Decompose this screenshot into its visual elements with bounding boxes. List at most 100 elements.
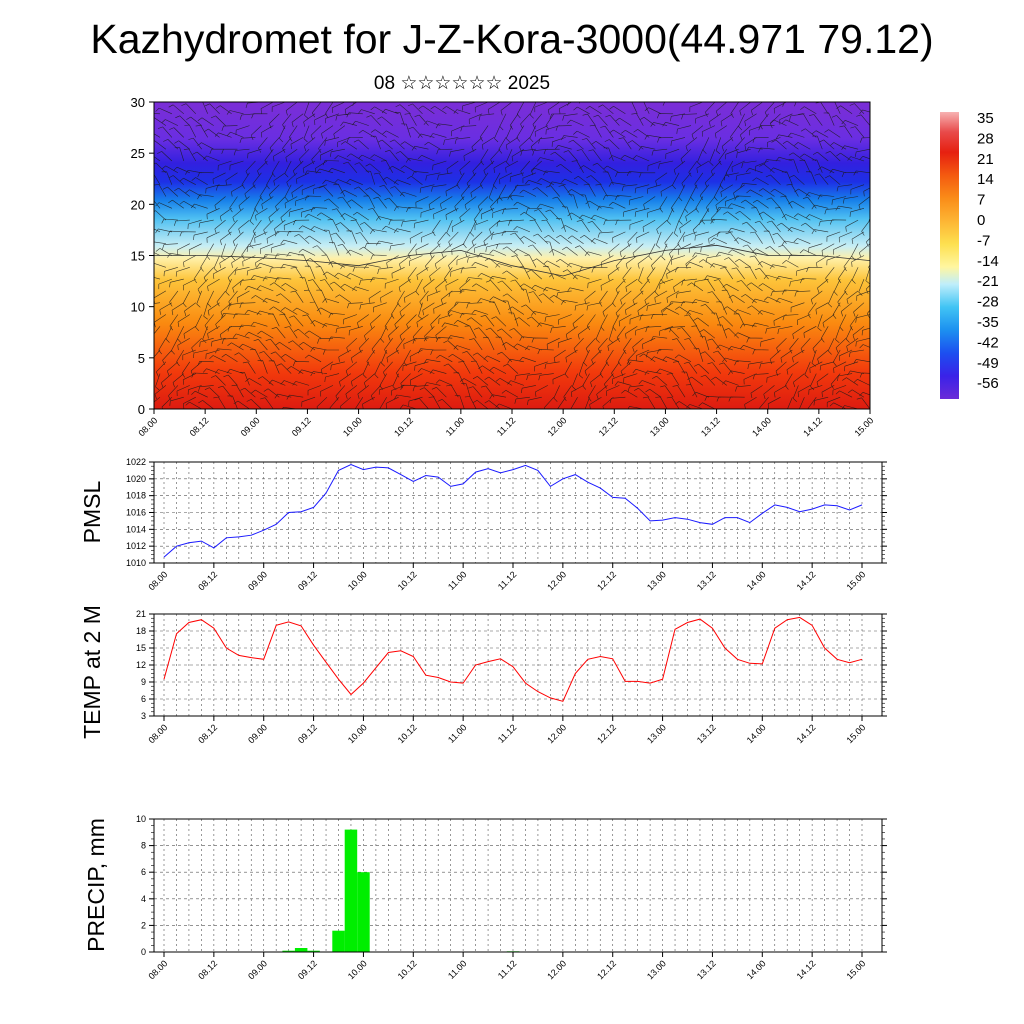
pmsl-axes: 1010 1012 1014 1016 1018 1020 1022 08.00 08.12 09… — [126, 457, 887, 592]
y-tick-label: 1016 — [126, 508, 146, 518]
x-tick-label: 10.12 — [396, 958, 419, 981]
y-tick-label: 20 — [131, 197, 145, 212]
y-tick-label: 5 — [138, 351, 145, 366]
x-tick-label: 09.00 — [246, 958, 269, 981]
x-tick-label: 14.00 — [750, 415, 773, 438]
colorbar-labels: 35 28 21 14 7 0 -7 -14 -21 -28 -35 -42 -49 -56 — [977, 110, 999, 392]
pmsl-panel: PMSL 1010 1012 1014 1016 1018 1020 1022 08.00 08… — [79, 457, 887, 592]
cross-section-panel: 0 5 10 15 20 25 30 08.00 08.12 09.00 09.12 10.00 10… — [131, 95, 876, 438]
x-tick-label: 08.12 — [188, 415, 211, 438]
precip-frame — [153, 818, 883, 953]
x-tick-label: 12.12 — [595, 569, 618, 592]
temp-panel: TEMP at 2 M 3 6 9 12 15 18 21 08.00 08.12 09.00 09… — [79, 605, 887, 745]
cross-section-y-axis: 0 5 10 15 20 25 30 — [131, 95, 154, 417]
colorbar-label: -35 — [977, 314, 999, 331]
x-tick-label: 13.12 — [699, 415, 722, 438]
temp-series-line — [163, 616, 863, 702]
x-tick-label: 12.12 — [595, 722, 618, 745]
y-tick-label: 1010 — [126, 558, 146, 568]
x-tick-label: 13.12 — [695, 569, 718, 592]
x-tick-label: 15.00 — [844, 569, 867, 592]
temp-y-label: TEMP at 2 M — [79, 605, 105, 739]
wind-barbs-layer — [154, 102, 870, 409]
pmsl-y-label: PMSL — [79, 480, 105, 543]
x-tick-label: 14.00 — [745, 722, 768, 745]
y-tick-label: 8 — [141, 841, 146, 851]
x-tick-label: 10.12 — [396, 722, 419, 745]
x-tick-label: 13.00 — [648, 415, 671, 438]
colorbar-label: -56 — [977, 375, 999, 392]
precip-bar — [294, 948, 308, 952]
y-tick-label: 30 — [131, 95, 145, 110]
x-tick-label: 12.00 — [546, 415, 569, 438]
freezing-level-contour — [154, 244, 870, 277]
y-tick-label: 0 — [141, 947, 146, 957]
y-tick-label: 10 — [131, 300, 145, 315]
x-tick-label: 11.12 — [496, 958, 519, 981]
x-tick-label: 12.12 — [595, 958, 618, 981]
x-tick-label: 12.00 — [545, 958, 568, 981]
x-tick-label: 13.00 — [645, 722, 668, 745]
x-tick-label: 14.12 — [801, 415, 824, 438]
x-tick-label: 09.12 — [296, 958, 319, 981]
x-tick-label: 11.00 — [446, 722, 469, 745]
y-tick-label: 1022 — [126, 457, 146, 467]
x-tick-label: 08.00 — [146, 569, 169, 592]
precip-grid — [154, 818, 882, 953]
x-tick-label: 11.00 — [446, 569, 469, 592]
x-tick-label: 09.12 — [296, 722, 319, 745]
colorbar-label: -21 — [977, 273, 999, 290]
colorbar-label: -28 — [977, 294, 999, 311]
precip-bar — [332, 930, 345, 952]
y-tick-label: 15 — [136, 643, 146, 653]
x-tick-label: 11.12 — [496, 569, 519, 592]
y-tick-label: 2 — [141, 920, 146, 930]
x-tick-label: 11.00 — [446, 958, 469, 981]
x-tick-label: 14.00 — [745, 569, 768, 592]
colorbar-label: 7 — [977, 192, 985, 209]
colorbar-label: 0 — [977, 212, 985, 229]
x-tick-label: 10.12 — [392, 415, 415, 438]
x-tick-label: 10.00 — [341, 415, 364, 438]
x-tick-label: 10.12 — [396, 569, 419, 592]
x-tick-label: 10.00 — [346, 569, 369, 592]
x-tick-label: 08.12 — [196, 958, 219, 981]
x-tick-label: 09.00 — [246, 569, 269, 592]
x-tick-label: 14.12 — [795, 722, 818, 745]
colorbar-label: -42 — [977, 334, 999, 351]
y-tick-label: 3 — [141, 711, 146, 721]
x-tick-label: 10.00 — [346, 722, 369, 745]
precip-bars — [282, 829, 520, 952]
x-tick-label: 12.00 — [545, 569, 568, 592]
x-tick-label: 14.00 — [745, 958, 768, 981]
colorbar-strip — [940, 112, 959, 399]
y-tick-label: 18 — [136, 626, 146, 636]
x-tick-label: 11.00 — [444, 415, 467, 438]
x-tick-label: 13.00 — [645, 958, 668, 981]
x-tick-label: 15.00 — [844, 722, 867, 745]
y-tick-label: 1018 — [126, 491, 146, 501]
x-tick-label: 08.12 — [196, 722, 219, 745]
y-tick-label: 12 — [136, 660, 146, 670]
x-tick-label: 08.00 — [146, 958, 169, 981]
colorbar-label: 35 — [977, 110, 994, 127]
x-tick-label: 09.00 — [246, 722, 269, 745]
y-tick-label: 1014 — [126, 524, 146, 534]
colorbar-label: 14 — [977, 171, 994, 188]
chart-title: Kazhydromet for J-Z-Kora-3000(44.971 79.… — [90, 16, 934, 62]
colorbar-label: 21 — [977, 151, 994, 168]
precip-bar — [282, 950, 295, 952]
x-tick-label: 12.00 — [545, 722, 568, 745]
cross-section-x-axis: 08.00 08.12 09.00 09.12 10.00 10.12 11.00 11.12… — [136, 409, 875, 438]
x-tick-label: 10.00 — [346, 958, 369, 981]
x-tick-label: 09.12 — [290, 415, 313, 438]
y-tick-label: 0 — [138, 402, 145, 417]
precip-bar — [357, 872, 370, 952]
y-tick-label: 1020 — [126, 474, 146, 484]
precip-panel: PRECIP, mm 0 2 4 6 8 10 08.00 08.12 09.00 09.12 10… — [83, 814, 887, 981]
y-tick-label: 25 — [131, 146, 145, 161]
x-tick-label: 09.00 — [239, 415, 262, 438]
wind-barbs — [154, 102, 870, 409]
y-tick-label: 10 — [136, 814, 146, 824]
